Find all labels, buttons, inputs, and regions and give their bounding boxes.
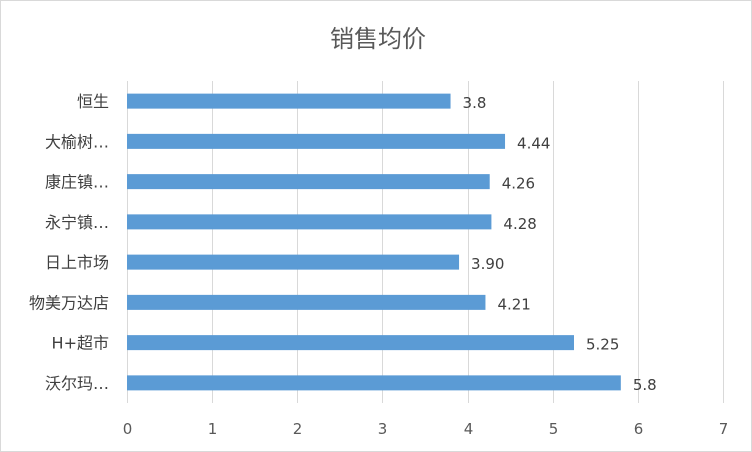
bar	[127, 93, 451, 109]
x-tick-label: 4	[464, 420, 474, 438]
category-label: 物美万达店	[29, 293, 109, 312]
bar	[127, 375, 621, 391]
data-labels: 3.8 4.44 4.26 4.28 3.90 4.21 5.25 5.8	[463, 94, 657, 394]
data-label: 4.21	[497, 295, 530, 313]
x-tick-label: 2	[293, 420, 303, 438]
x-axis-tick-labels: 0 1 2 3 4 5 6 7	[123, 420, 729, 438]
bar	[127, 294, 486, 310]
bar	[127, 335, 574, 351]
bar	[127, 174, 490, 190]
data-label: 5.25	[586, 336, 619, 354]
bar	[127, 254, 460, 270]
gridlines	[127, 81, 724, 403]
bar	[127, 214, 492, 230]
category-label: 日上市场	[45, 253, 109, 272]
x-tick-label: 3	[378, 420, 388, 438]
data-label: 4.26	[502, 175, 535, 193]
data-label: 3.90	[471, 255, 504, 273]
data-label: 5.8	[633, 376, 657, 394]
category-label: 大榆树…	[45, 132, 109, 151]
x-tick-label: 6	[634, 420, 644, 438]
bars	[127, 93, 621, 391]
category-label: 恒生	[77, 92, 109, 111]
chart-title: 销售均价	[330, 25, 426, 53]
data-label: 4.28	[503, 215, 536, 233]
bar	[127, 133, 506, 149]
data-label: 3.8	[463, 94, 487, 112]
data-label: 4.44	[517, 134, 550, 152]
x-tick-label: 5	[549, 420, 559, 438]
category-label: 沃尔玛…	[45, 374, 109, 393]
x-tick-label: 1	[208, 420, 218, 438]
x-tick-label: 0	[123, 420, 133, 438]
x-tick-label: 7	[719, 420, 729, 438]
category-label: 康庄镇…	[45, 173, 109, 192]
category-label: 永宁镇…	[45, 213, 109, 232]
category-label: H+超市	[52, 334, 109, 353]
